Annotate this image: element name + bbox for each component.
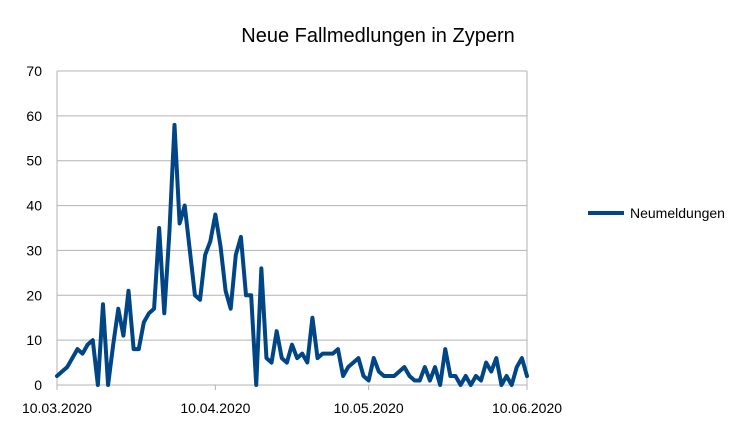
x-tick-label: 10.06.2020 bbox=[492, 400, 562, 416]
y-tick-label: 60 bbox=[26, 108, 42, 124]
x-tick-label: 10.03.2020 bbox=[22, 400, 92, 416]
y-tick-label: 10 bbox=[26, 332, 42, 348]
legend-label-neumeldungen: Neumeldungen bbox=[630, 205, 725, 221]
y-axis-ticks: 0 10 20 30 40 50 60 70 bbox=[26, 63, 42, 393]
chart-title: Neue Fallmedlungen in Zypern bbox=[241, 25, 515, 47]
plot-area bbox=[55, 122, 529, 387]
legend: Neumeldungen bbox=[588, 205, 725, 221]
x-axis-ticks: 10.03.2020 10.04.2020 10.05.2020 10.06.2020 bbox=[22, 385, 562, 416]
x-tick-label: 10.05.2020 bbox=[334, 400, 404, 416]
y-tick-label: 0 bbox=[34, 377, 42, 393]
y-tick-label: 30 bbox=[26, 242, 42, 258]
grid-lines bbox=[57, 70, 527, 386]
x-tick-label: 10.04.2020 bbox=[180, 400, 250, 416]
y-tick-label: 40 bbox=[26, 198, 42, 214]
series-line-neumeldungen bbox=[55, 122, 529, 387]
axes bbox=[56, 71, 528, 385]
y-tick-label: 20 bbox=[26, 287, 42, 303]
y-tick-label: 70 bbox=[26, 63, 42, 79]
y-tick-label: 50 bbox=[26, 153, 42, 169]
